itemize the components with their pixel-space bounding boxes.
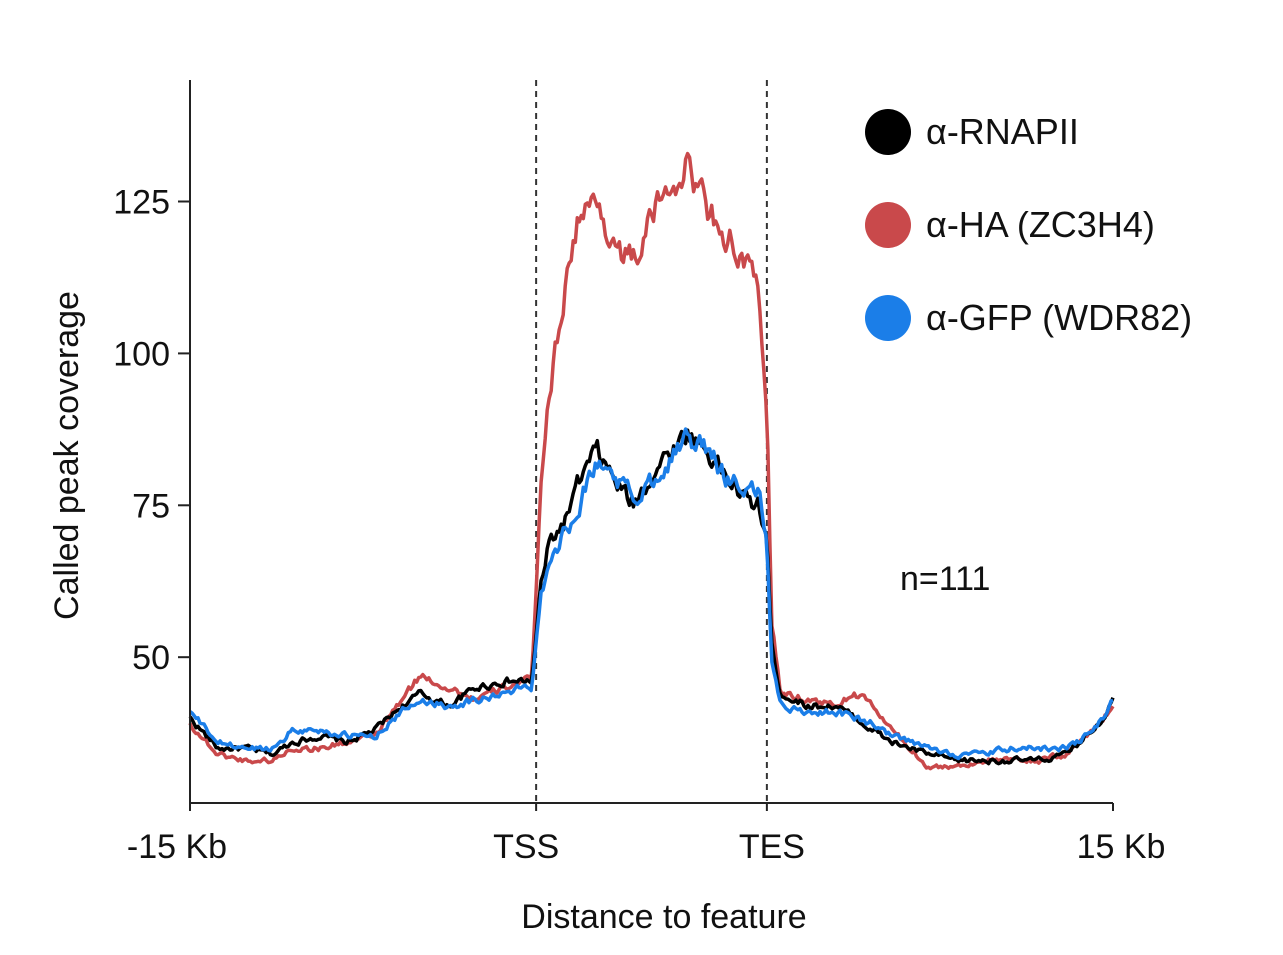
feature-boundary-markers xyxy=(535,80,768,803)
legend-label: α-GFP (WDR82) xyxy=(926,297,1192,338)
series-line-1 xyxy=(188,151,1115,771)
x-tick-label: TSS xyxy=(493,828,559,866)
y-tick-label: 75 xyxy=(132,487,170,525)
x-tick-label: TES xyxy=(739,828,805,866)
legend-marker xyxy=(865,109,911,155)
legend-marker xyxy=(865,295,911,341)
y-axis-title: Called peak coverage xyxy=(48,291,86,620)
series-lines xyxy=(188,151,1115,771)
legend-label: α-HA (ZC3H4) xyxy=(926,204,1155,245)
legend-marker xyxy=(865,202,911,248)
sample-count-annotation: n=111 xyxy=(900,560,990,598)
y-axis-ticks: 50 75 100 125 xyxy=(113,184,190,677)
x-axis-ticks: -15 Kb TSS TES 15 Kb xyxy=(127,803,1166,866)
legend: α-RNAPII α-HA (ZC3H4) α-GFP (WDR82) xyxy=(865,109,1192,341)
series-line-2 xyxy=(188,427,1114,761)
x-tick-label: 15 Kb xyxy=(1077,828,1166,866)
y-tick-label: 50 xyxy=(132,639,170,677)
legend-label: α-RNAPII xyxy=(926,111,1079,152)
axes xyxy=(189,80,1113,804)
x-tick-label: -15 Kb xyxy=(127,828,227,866)
y-tick-label: 125 xyxy=(113,184,170,222)
x-axis-title: Distance to feature xyxy=(521,898,806,936)
y-tick-label: 100 xyxy=(113,335,170,373)
